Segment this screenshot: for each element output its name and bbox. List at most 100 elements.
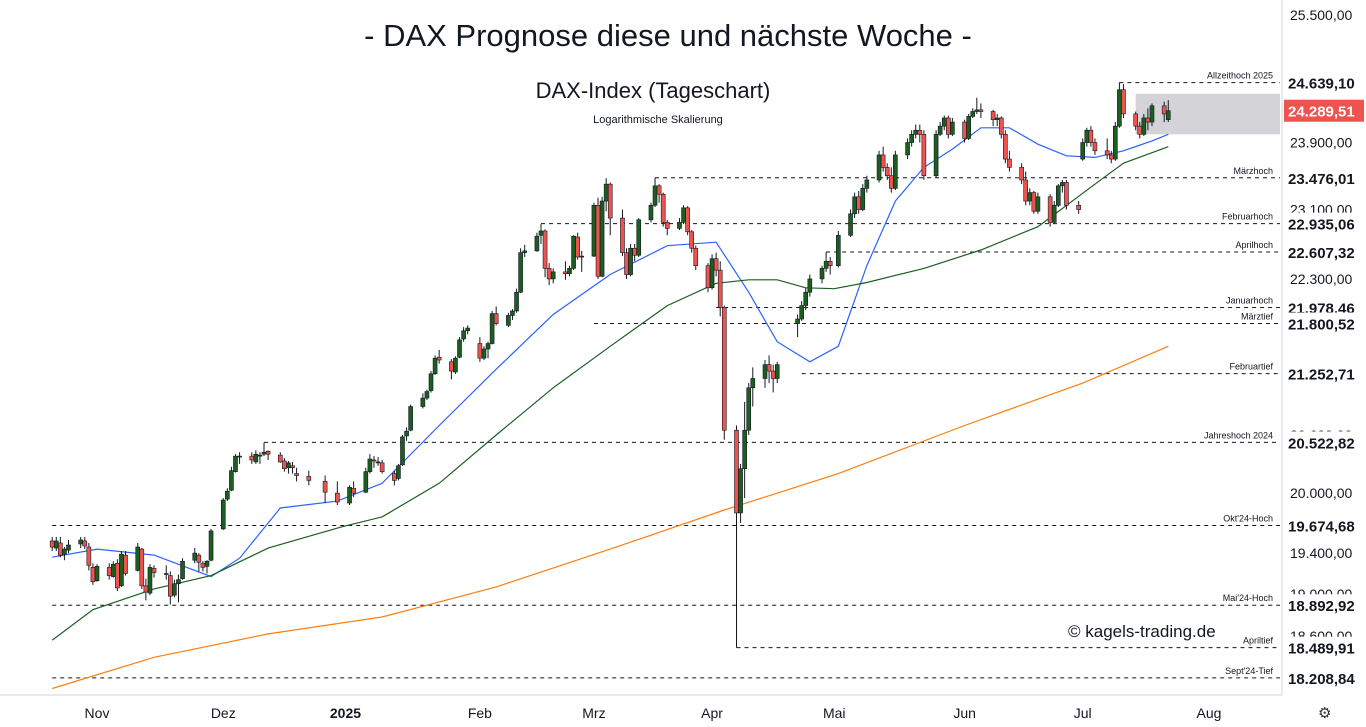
candle (510, 310, 515, 316)
candle (1023, 179, 1029, 202)
candle (656, 185, 662, 195)
ma-200-line (52, 345, 1169, 690)
candle (1076, 204, 1081, 210)
candle (632, 247, 637, 256)
level-price-box (1284, 431, 1364, 454)
candle (856, 196, 861, 210)
candle (220, 499, 226, 530)
candle (1161, 105, 1167, 115)
level-price-box (1284, 514, 1364, 537)
level-price-label: 19.674,68 (1288, 518, 1355, 535)
level-name: Allzeithoch 2025 (1207, 71, 1273, 81)
candle (522, 250, 527, 253)
candle (876, 154, 882, 181)
candle (123, 554, 128, 574)
candle (664, 222, 670, 229)
candle (848, 213, 853, 236)
candle (506, 315, 511, 326)
candle (180, 560, 185, 579)
y-tick-label: 25.500,00 (1290, 7, 1352, 23)
candle (1121, 89, 1126, 115)
level-name: Aprilhoch (1235, 240, 1273, 250)
candle (408, 406, 413, 431)
candle (204, 560, 210, 567)
level-name: Sept'24-Tief (1225, 666, 1273, 676)
candle (1060, 182, 1065, 187)
candle (1031, 192, 1037, 212)
candle (282, 460, 287, 470)
candle (1047, 196, 1053, 223)
candle (135, 546, 141, 571)
candle (1051, 204, 1057, 223)
level-price-label: 20.522,82 (1288, 435, 1355, 452)
candle (163, 573, 169, 575)
candle (253, 453, 259, 463)
candle (82, 540, 88, 547)
candle (974, 109, 980, 112)
candle (66, 544, 71, 551)
candle (322, 481, 328, 493)
candle (591, 204, 597, 257)
scale-note: Logarithmische Skalierung (593, 114, 723, 126)
candle (917, 129, 923, 135)
x-tick-label: 2025 (330, 705, 361, 721)
candle (884, 167, 890, 177)
level-price-label: 22.607,32 (1288, 245, 1355, 262)
candle (94, 566, 100, 582)
candle (734, 429, 739, 514)
candle (770, 370, 776, 379)
candle (151, 568, 157, 573)
candle (461, 330, 466, 340)
candle (852, 196, 857, 215)
candle (294, 473, 299, 476)
candle (457, 339, 462, 358)
candle (143, 585, 149, 593)
candle (277, 454, 283, 463)
level-name: Februartief (1229, 362, 1273, 372)
level-price-box (1284, 71, 1364, 94)
candle (1019, 167, 1024, 181)
candle (290, 465, 295, 469)
candle (172, 583, 177, 596)
y-tick-label: 23.900,00 (1290, 135, 1352, 151)
candle (432, 357, 438, 375)
candle (636, 219, 642, 256)
candle (1141, 117, 1147, 135)
candle (888, 175, 894, 189)
candle (819, 268, 825, 280)
level-name: Apriltief (1243, 636, 1274, 646)
candle (717, 269, 723, 308)
candle (404, 430, 409, 437)
candle (799, 305, 804, 320)
candle (750, 378, 756, 389)
candle (335, 492, 340, 503)
candle (905, 142, 910, 156)
candle (367, 458, 373, 472)
candle (481, 348, 487, 359)
candle (742, 429, 747, 470)
candle (90, 567, 96, 583)
x-tick-label: Nov (85, 705, 110, 721)
level-price-box (1284, 312, 1364, 335)
chart-title: - DAX Prognose diese und nächste Woche - (364, 18, 972, 53)
candle (110, 564, 116, 577)
candle (571, 235, 576, 269)
candle (677, 222, 682, 229)
y-tick-label: 20.000,00 (1290, 485, 1352, 501)
candle (823, 261, 829, 269)
candle (595, 204, 601, 277)
candle (599, 200, 605, 277)
candle (579, 255, 585, 258)
level-price-box (1284, 636, 1364, 659)
candle (1092, 142, 1098, 152)
candle (257, 454, 263, 457)
candle (542, 230, 548, 269)
gear-icon[interactable]: ⚙ (1318, 705, 1332, 722)
level-price-box (1284, 166, 1364, 189)
candle (493, 313, 499, 324)
last-price-label: 24.289,51 (1288, 104, 1355, 121)
resistance-zone (1135, 93, 1280, 135)
candle (705, 265, 711, 289)
level-price-label: 18.892,92 (1288, 598, 1355, 615)
candle (913, 129, 919, 135)
